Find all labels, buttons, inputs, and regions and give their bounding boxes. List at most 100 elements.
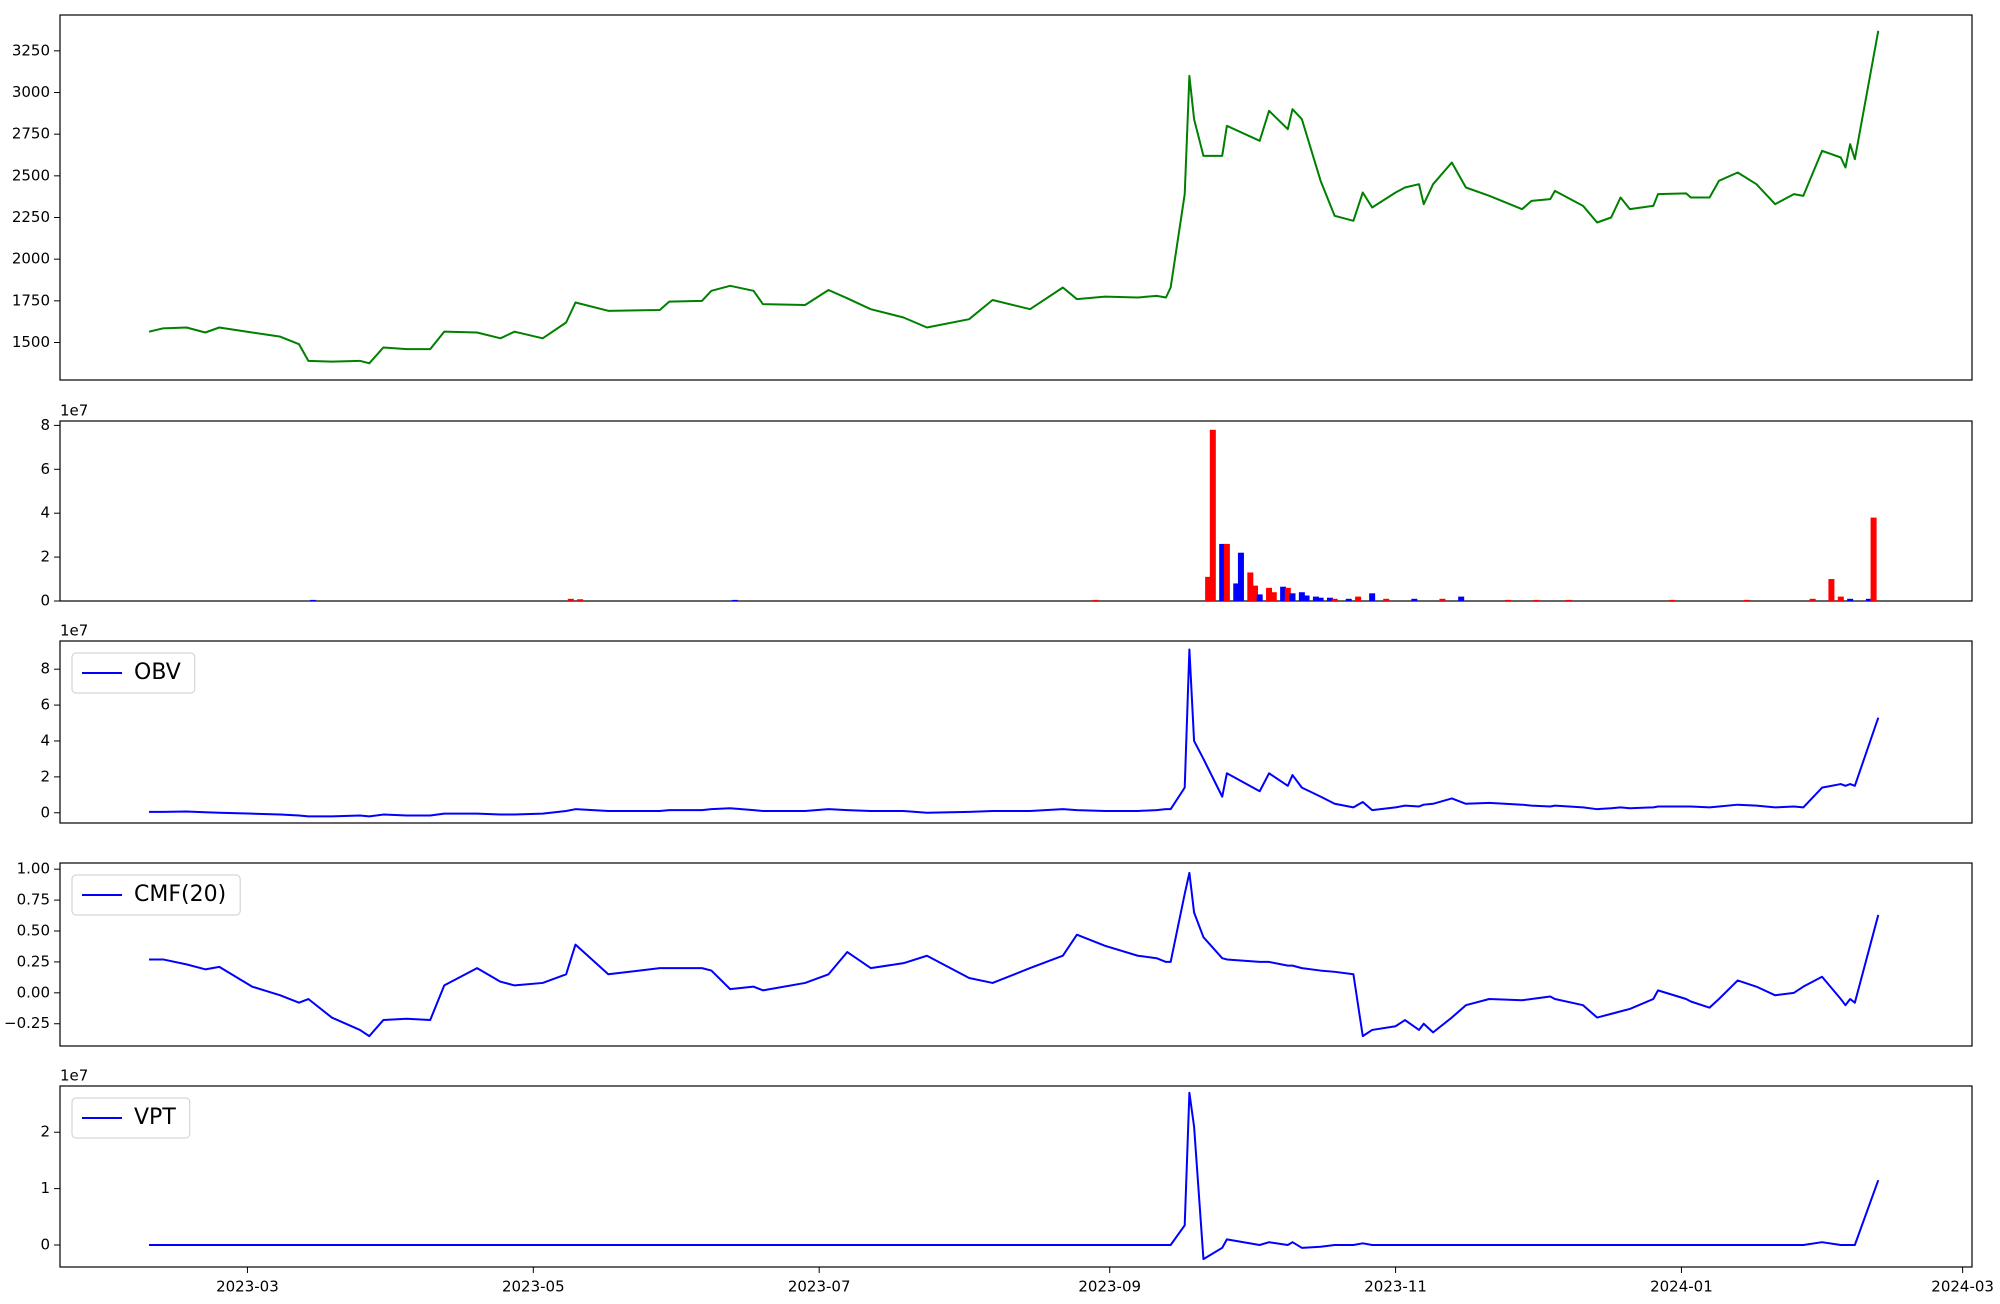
y-tick-label: 4 <box>40 504 50 522</box>
volume-bar <box>1247 572 1254 601</box>
y-tick-label: 8 <box>40 416 50 434</box>
y-tick-label: 2 <box>40 767 50 785</box>
data-line <box>149 871 1880 1038</box>
panel: −0.25 0.00 0.25 0.50 0.75 1.00 CMF(20) <box>4 860 1973 1047</box>
legend-label: OBV <box>134 660 181 685</box>
y-tick-label: 1.00 <box>17 860 50 878</box>
x-tick-label: 2023-11 <box>1364 1278 1427 1296</box>
volume-bar <box>1669 599 1676 601</box>
panel: 0 1 2 2023-03 2023-05 2023-07 2023-09 2023-11 20… <box>40 1067 1994 1296</box>
legend-box <box>71 652 196 694</box>
axis-offset-label: 1e7 <box>60 1067 88 1085</box>
x-tick-label: 2023-03 <box>216 1278 279 1296</box>
volume-bar <box>1298 592 1305 601</box>
volume-bar <box>1317 597 1324 601</box>
volume-bar <box>731 599 738 601</box>
y-tick-label: 0 <box>40 1236 50 1254</box>
volume-bar <box>1837 596 1844 601</box>
volume-bar <box>1411 598 1418 601</box>
x-tick-label: 2024-03 <box>1931 1278 1994 1296</box>
volume-bar <box>1209 429 1216 601</box>
y-tick-label: 2 <box>40 548 50 566</box>
volume-bar <box>1270 592 1277 601</box>
volume-bar <box>1809 598 1816 601</box>
volume-bar <box>310 599 317 601</box>
volume-bar <box>1266 587 1273 601</box>
plot-frame <box>59 1085 1973 1268</box>
y-tick-label: 1 <box>40 1179 50 1197</box>
plot-frame <box>59 640 1973 824</box>
volume-bar <box>1256 594 1263 601</box>
y-tick-label: 0.25 <box>17 952 50 970</box>
volume-bar <box>1252 585 1258 601</box>
data-line <box>148 30 1880 365</box>
volume-bar <box>1383 598 1390 601</box>
volume-bar <box>1847 598 1854 601</box>
y-tick-label: 6 <box>40 696 50 714</box>
x-tick-label: 2023-07 <box>788 1278 851 1296</box>
plot-frame <box>59 14 1973 381</box>
volume-bar <box>1355 596 1362 601</box>
volume-bar <box>1284 587 1291 601</box>
volume-bar <box>1565 599 1572 601</box>
legend-box <box>71 874 241 916</box>
data-line <box>149 648 1880 818</box>
volume-bar <box>1092 599 1099 601</box>
volume-bar <box>1233 583 1240 601</box>
y-tick-label: 6 <box>40 460 50 478</box>
volume-bar <box>1312 596 1319 601</box>
y-tick-label: 2250 <box>12 208 50 226</box>
volume-bar <box>1439 598 1446 601</box>
legend-label: VPT <box>134 1105 176 1130</box>
volume-bar <box>1331 598 1338 601</box>
axis-offset-label: 1e7 <box>60 622 88 640</box>
x-tick-label: 2024-01 <box>1650 1278 1713 1296</box>
legend-box <box>71 1097 191 1139</box>
panel: 1500 1750 2000 2250 2500 2750 3000 3250 <box>12 14 1973 381</box>
volume-bar <box>1458 596 1465 601</box>
volume-bar <box>1223 543 1230 601</box>
volume-bar <box>1303 595 1310 601</box>
volume-bar <box>1870 517 1877 601</box>
plot-frame <box>59 420 1973 602</box>
volume-bar <box>1505 599 1512 601</box>
y-tick-label: 0.00 <box>17 983 50 1001</box>
data-line <box>149 1091 1880 1261</box>
x-tick-label: 2023-05 <box>502 1278 565 1296</box>
y-tick-label: 4 <box>40 731 50 749</box>
legend-label: CMF(20) <box>134 882 226 907</box>
y-tick-label: 1500 <box>12 333 50 351</box>
y-tick-label: −0.25 <box>4 1014 50 1032</box>
volume-bar <box>1744 599 1751 601</box>
panel: 0 2 4 6 8 1e7 <box>40 402 1973 610</box>
panel: 0 2 4 6 8 1e7 OBV <box>40 622 1973 824</box>
y-tick-label: 3250 <box>12 41 50 59</box>
volume-bar <box>1345 598 1352 601</box>
y-tick-label: 0 <box>40 803 50 821</box>
volume-bar <box>1828 579 1835 601</box>
y-tick-label: 8 <box>40 660 50 678</box>
x-tick-label: 2023-09 <box>1078 1278 1141 1296</box>
y-tick-label: 0.50 <box>17 922 50 940</box>
y-tick-label: 2 <box>40 1123 50 1141</box>
volume-bar <box>1237 552 1244 601</box>
y-tick-label: 0 <box>40 592 50 610</box>
y-tick-label: 2500 <box>12 166 50 184</box>
volume-bar <box>1205 576 1212 601</box>
volume-bar <box>1326 597 1333 601</box>
y-tick-label: 1750 <box>12 291 50 309</box>
y-tick-label: 3000 <box>12 83 50 101</box>
volume-bar <box>1865 598 1872 601</box>
volume-bar <box>1219 543 1226 601</box>
volume-bar <box>567 598 574 601</box>
volume-bar <box>1533 599 1540 601</box>
y-tick-label: 2750 <box>12 125 50 143</box>
y-tick-label: 2000 <box>12 250 50 268</box>
volume-bar <box>1280 586 1287 601</box>
volume-bar <box>1289 593 1296 601</box>
y-tick-label: 0.75 <box>17 891 50 909</box>
plot-frame <box>59 862 1973 1047</box>
volume-bar <box>577 599 584 601</box>
